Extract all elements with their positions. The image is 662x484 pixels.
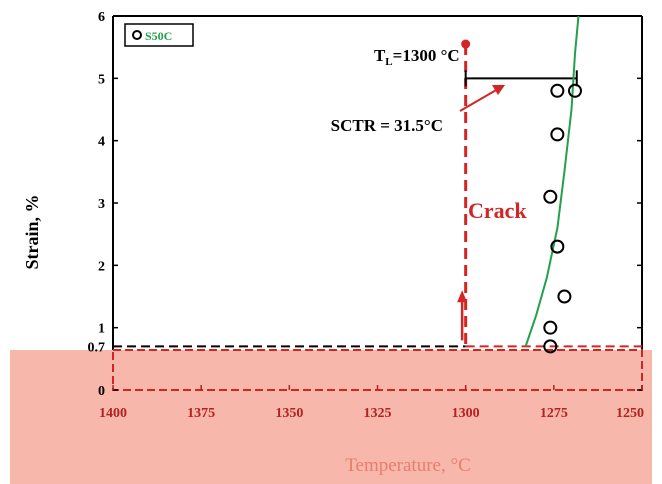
data-point [543, 320, 558, 335]
data-point [567, 83, 582, 98]
data-point [550, 239, 565, 254]
x-axis-label: Temperature, °C [345, 455, 471, 476]
y-tick-label: 3 [98, 197, 105, 212]
tl-label: TL=1300 °C [374, 46, 460, 68]
y-tick-label: 0.7 [88, 340, 106, 355]
sctr-arrow-head-icon [492, 85, 505, 95]
x-tick-label: 1275 [540, 406, 568, 421]
bottom-band [10, 350, 652, 484]
crack-label: Crack [468, 198, 527, 223]
data-points-layer [543, 83, 582, 354]
sctr-label: SCTR = 31.5°C [331, 116, 443, 135]
x-tick-label: 1400 [99, 406, 127, 421]
y-tick-label: 5 [98, 72, 105, 87]
data-point [543, 339, 558, 354]
y-tick-label: 2 [98, 259, 105, 274]
sctr-arrow-shaft [459, 88, 499, 112]
y-tick-label: 0 [98, 384, 105, 399]
y-tick-label: 1 [98, 322, 105, 337]
fit-curve [524, 15, 580, 347]
x-tick-label: 1250 [616, 406, 644, 421]
annotations: TL=1300 °C SCTR = 31.5°C Crack [113, 39, 642, 348]
plot-frame [112, 15, 643, 391]
x-tick-label: 1300 [452, 406, 480, 421]
x-tick-label: 1325 [364, 406, 392, 421]
x-tick-label: 1350 [275, 406, 303, 421]
y-tick-label: 6 [98, 10, 105, 25]
crack-arrow-head-icon [457, 290, 468, 303]
y-axis-ticks: 0 0.7 1 2 3 4 5 6 [88, 10, 642, 399]
legend: S50C [124, 23, 194, 47]
data-point [550, 127, 565, 142]
x-axis-ticks: 1400 1375 1350 1325 1300 1275 1250 [99, 385, 644, 421]
data-point [557, 289, 572, 304]
tl-marker [461, 39, 471, 49]
data-point [543, 189, 558, 204]
legend-label: S50C [145, 29, 172, 43]
fit-curve-layer [524, 15, 580, 347]
y-axis-label: Strain, % [22, 194, 42, 269]
data-point [550, 83, 565, 98]
y-tick-label: 4 [98, 135, 105, 150]
legend-marker-icon [132, 30, 142, 40]
x-tick-label: 1375 [187, 406, 215, 421]
